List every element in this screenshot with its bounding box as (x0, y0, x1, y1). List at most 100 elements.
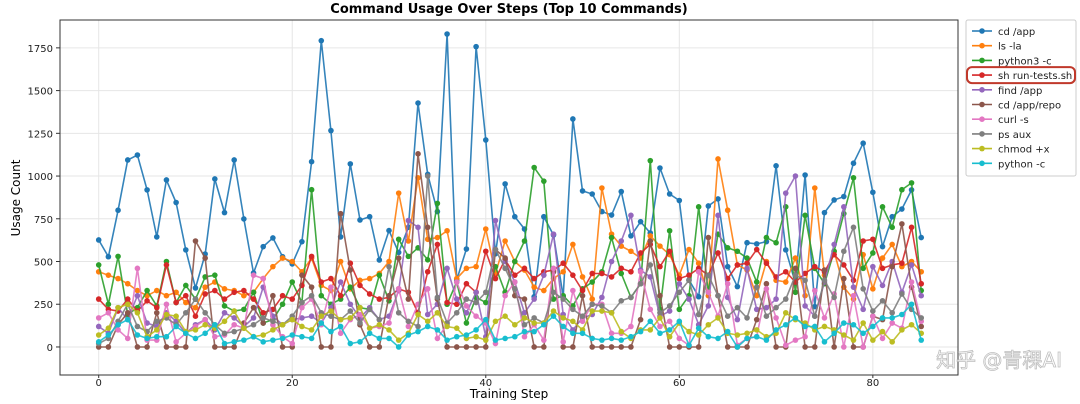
data-point (366, 306, 373, 313)
data-point (753, 327, 760, 333)
data-point (173, 299, 179, 306)
y-tick-label: 1500 (28, 87, 53, 98)
data-point (811, 323, 818, 330)
data-point (153, 309, 160, 316)
data-point (202, 330, 208, 337)
data-point (260, 315, 267, 321)
data-point (899, 260, 905, 267)
data-point (182, 344, 189, 350)
data-point (734, 344, 741, 350)
data-point (502, 181, 508, 187)
data-point (870, 337, 876, 343)
data-point (705, 234, 712, 241)
data-point (434, 294, 441, 301)
data-point (463, 309, 470, 316)
data-point (124, 296, 131, 302)
data-point (424, 323, 431, 330)
data-point (889, 315, 895, 321)
data-point (337, 210, 344, 217)
data-point (434, 241, 441, 248)
data-point (899, 291, 905, 297)
data-point (221, 286, 228, 292)
data-point (763, 234, 770, 241)
data-point (560, 315, 566, 321)
data-point (386, 335, 392, 342)
data-point (628, 294, 634, 301)
data-point (637, 250, 644, 256)
data-point (792, 255, 799, 261)
data-point (95, 296, 102, 302)
data-point (241, 292, 247, 299)
data-point (676, 306, 683, 313)
data-point (618, 238, 625, 244)
data-point (628, 268, 634, 275)
data-point (744, 260, 750, 267)
y-ticks: 0 250 500 750 1000 1250 1500 1750 (28, 44, 60, 354)
data-point (734, 304, 741, 311)
data-point (763, 260, 770, 267)
data-point (618, 188, 625, 195)
data-point (386, 327, 392, 333)
data-point (473, 263, 479, 270)
legend-item: cd /app/repo (972, 101, 1061, 112)
data-point (821, 209, 828, 216)
data-point (695, 293, 702, 300)
data-point (628, 212, 634, 219)
data-point (144, 344, 150, 350)
legend-marker (979, 116, 985, 122)
legend-label: ls -la (998, 42, 1022, 53)
data-point (444, 31, 450, 37)
data-point (182, 299, 189, 306)
legend-marker (979, 42, 985, 49)
data-point (763, 337, 770, 343)
data-point (850, 224, 857, 231)
data-point (705, 303, 712, 309)
data-point (628, 323, 634, 330)
data-point (908, 279, 915, 285)
data-point (531, 315, 537, 321)
data-point (599, 308, 605, 314)
data-point (802, 172, 808, 178)
data-point (841, 262, 847, 268)
data-point (666, 333, 673, 340)
data-point (860, 344, 866, 350)
data-point (657, 263, 663, 270)
data-point (376, 344, 383, 350)
data-point (715, 292, 721, 299)
data-point (337, 279, 344, 285)
data-point (618, 298, 625, 304)
data-point (424, 286, 431, 292)
data-point (676, 280, 683, 287)
data-point (318, 320, 325, 326)
data-point (424, 311, 431, 318)
data-point (686, 296, 692, 302)
data-point (753, 241, 760, 247)
data-point (270, 235, 276, 241)
data-point (347, 267, 354, 273)
data-point (134, 287, 141, 294)
data-point (570, 241, 576, 248)
data-point (270, 327, 276, 333)
data-point (376, 257, 383, 263)
data-point (328, 127, 334, 134)
data-point (908, 180, 915, 186)
data-point (192, 335, 199, 342)
data-point (666, 227, 673, 234)
data-point (192, 313, 199, 320)
series-layer (95, 31, 925, 350)
data-point (482, 248, 489, 255)
data-point (860, 330, 866, 337)
data-point (308, 335, 315, 342)
data-point (357, 339, 363, 345)
data-point (482, 299, 489, 306)
data-point (105, 344, 112, 350)
data-point (744, 255, 750, 261)
y-tick-label: 1750 (28, 44, 53, 55)
data-point (153, 304, 160, 311)
data-point (541, 272, 547, 278)
y-tick-label: 250 (34, 300, 53, 311)
legend-marker (979, 101, 985, 108)
data-point (657, 323, 663, 330)
data-point (492, 337, 499, 343)
data-point (686, 342, 692, 349)
